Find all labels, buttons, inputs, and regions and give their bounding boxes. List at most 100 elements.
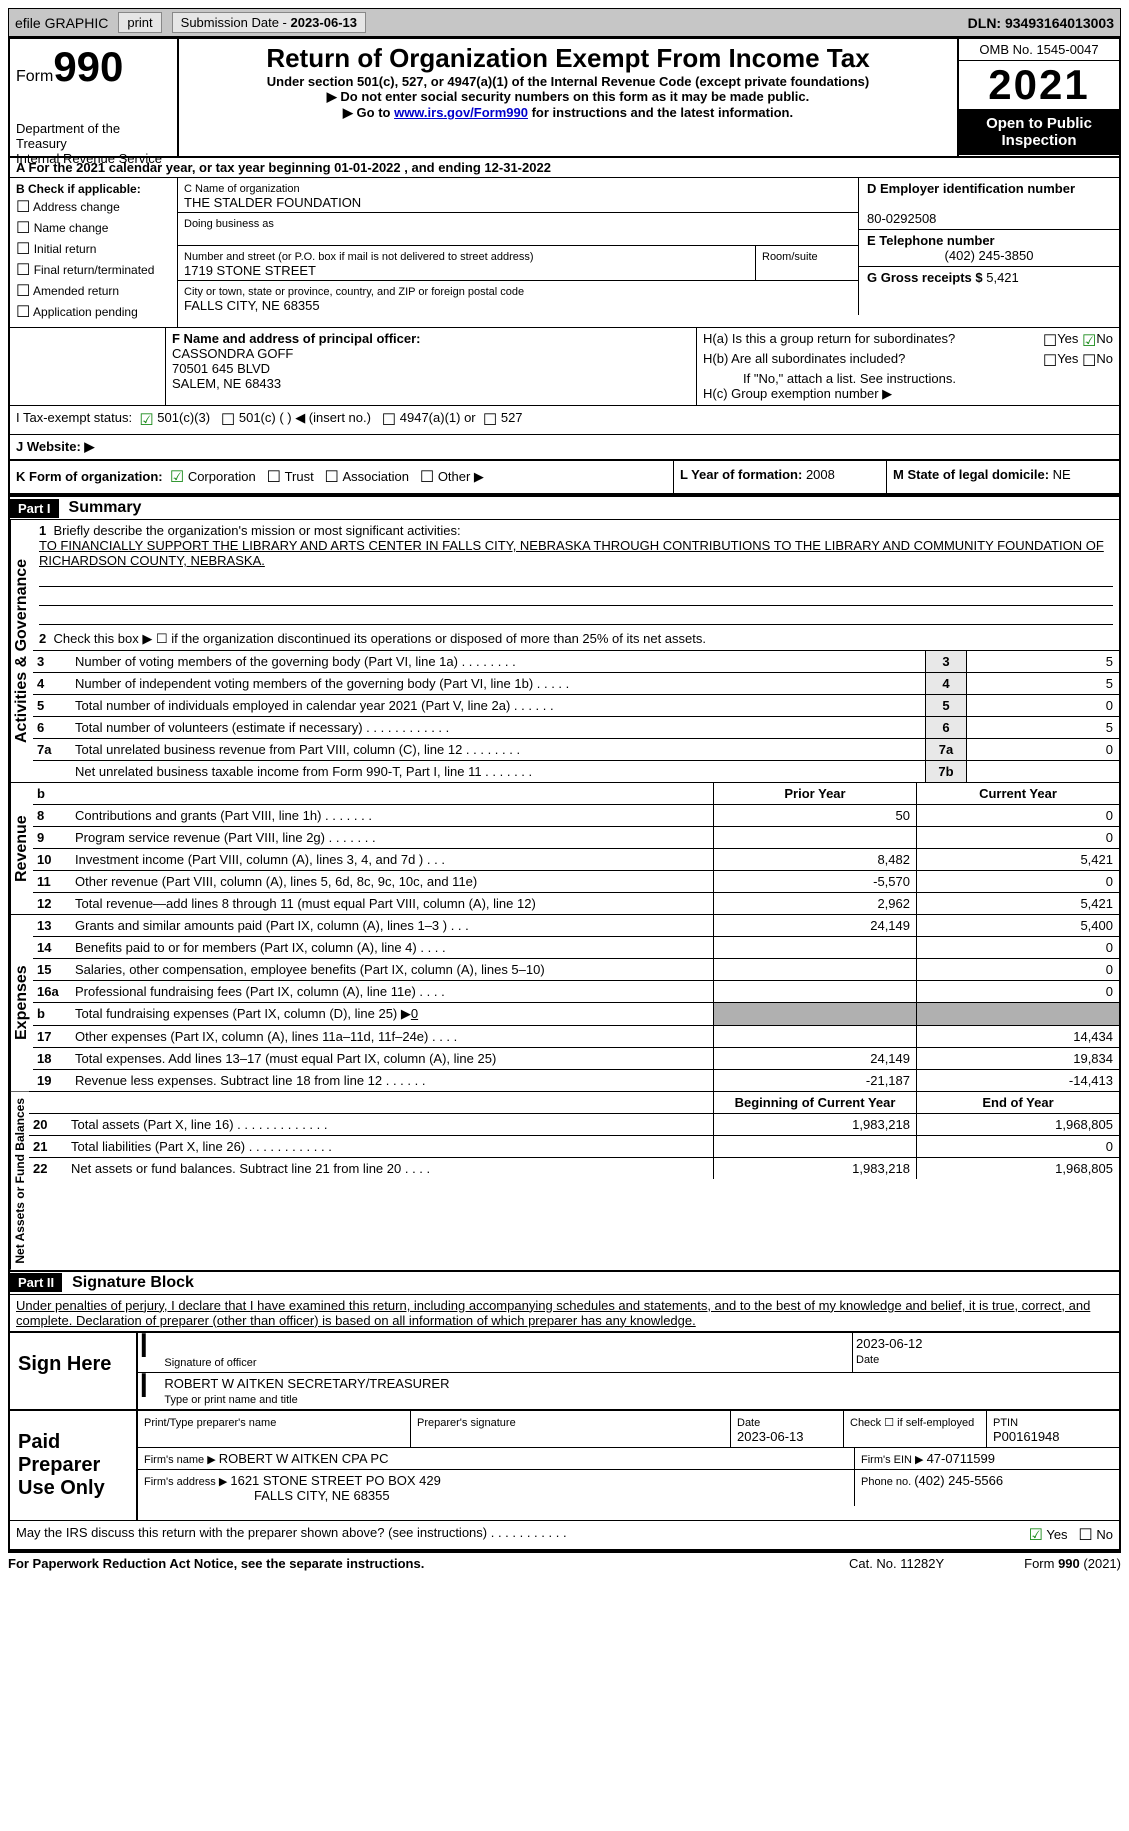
cy-11: 0	[916, 871, 1119, 892]
cb-other[interactable]	[420, 468, 434, 484]
prep-date: 2023-06-13	[737, 1429, 804, 1444]
ptin: P00161948	[993, 1429, 1060, 1444]
section-revenue: Revenue bPrior YearCurrent Year 8Contrib…	[10, 783, 1119, 915]
py-9	[713, 827, 916, 848]
tab-activities: Activities & Governance	[10, 520, 33, 782]
caret-icon: ▎	[138, 1333, 161, 1372]
year-begin: 01-01-2022	[334, 160, 401, 175]
header-right: OMB No. 1545-0047 2021 Open to Public In…	[957, 39, 1119, 156]
cb-amended-return[interactable]: Amended return	[16, 281, 171, 301]
cb-527[interactable]	[483, 410, 497, 430]
cb-corp[interactable]	[170, 468, 184, 484]
cb-trust[interactable]	[267, 468, 281, 484]
cy-13: 5,400	[916, 915, 1119, 936]
form-title: Return of Organization Exempt From Incom…	[189, 43, 947, 74]
section-activities-governance: Activities & Governance 1 Briefly descri…	[10, 520, 1119, 783]
open-to-public: Open to Public Inspection	[959, 109, 1119, 155]
py-19: -21,187	[713, 1070, 916, 1091]
py-8: 50	[713, 805, 916, 826]
cb-initial-return[interactable]: Initial return	[16, 239, 171, 259]
pra-notice: For Paperwork Reduction Act Notice, see …	[8, 1556, 424, 1571]
toolbar: efile GRAPHIC print Submission Date - 20…	[8, 8, 1121, 37]
py-12: 2,962	[713, 893, 916, 914]
val-6: 5	[966, 717, 1119, 738]
org-city: FALLS CITY, NE 68355	[184, 298, 320, 313]
cy-9: 0	[916, 827, 1119, 848]
dept-label: Department of the Treasury	[16, 121, 171, 151]
val-3: 5	[966, 651, 1119, 672]
cb-assoc[interactable]	[325, 468, 339, 484]
caret-icon: ▎	[138, 1373, 161, 1409]
mission-text: TO FINANCIALLY SUPPORT THE LIBRARY AND A…	[39, 538, 1104, 568]
form-990: Form990 Department of the Treasury Inter…	[8, 37, 1121, 1551]
tab-revenue: Revenue	[10, 783, 33, 914]
cb-address-change[interactable]: Address change	[16, 197, 171, 217]
cy-14: 0	[916, 937, 1119, 958]
part-i-header: Part I Summary	[10, 495, 1119, 520]
footer: For Paperwork Reduction Act Notice, see …	[8, 1551, 1121, 1571]
ha-no[interactable]	[1082, 331, 1096, 351]
line-j: J Website: ▶	[10, 435, 1119, 461]
part-ii-header: Part II Signature Block	[10, 1270, 1119, 1295]
officer-addr2: SALEM, NE 68433	[172, 376, 281, 391]
print-button[interactable]: print	[118, 12, 161, 33]
paid-preparer-label: Paid Preparer Use Only	[10, 1411, 136, 1520]
cy-16a: 0	[916, 981, 1119, 1002]
irs-link[interactable]: www.irs.gov/Form990	[394, 105, 528, 120]
cb-name-change[interactable]: Name change	[16, 218, 171, 238]
py-17	[713, 1026, 916, 1047]
firm-ein: 47-0711599	[927, 1451, 995, 1466]
cb-501c3[interactable]	[139, 410, 153, 430]
box-c: C Name of organizationTHE STALDER FOUNDA…	[178, 178, 1119, 327]
tab-expenses: Expenses	[10, 915, 33, 1091]
box-h: H(a) Is this a group return for subordin…	[697, 328, 1119, 405]
eoy-22: 1,968,805	[916, 1158, 1119, 1179]
line-i: I Tax-exempt status: 501(c)(3) 501(c) ( …	[10, 406, 1119, 435]
cb-4947[interactable]	[382, 410, 396, 430]
cb-final-return[interactable]: Final return/terminated	[16, 260, 171, 280]
omb-number: OMB No. 1545-0047	[959, 39, 1119, 61]
line-l: L Year of formation: 2008	[673, 461, 886, 493]
year-end: 12-31-2022	[484, 160, 551, 175]
header-left: Form990 Department of the Treasury Inter…	[10, 39, 179, 156]
py-14	[713, 937, 916, 958]
cy-18: 19,834	[916, 1048, 1119, 1069]
discuss-no[interactable]	[1078, 1526, 1092, 1542]
submission-date-button[interactable]: Submission Date - 2023-06-13	[172, 12, 366, 33]
py-11: -5,570	[713, 871, 916, 892]
form-subtitle: Under section 501(c), 527, or 4947(a)(1)…	[189, 74, 947, 89]
cy-10: 5,421	[916, 849, 1119, 870]
org-street: 1719 STONE STREET	[184, 263, 316, 278]
firm-phone: (402) 245-5566	[914, 1473, 1003, 1488]
section-net-assets: Net Assets or Fund Balances Beginning of…	[10, 1092, 1119, 1270]
cb-501c[interactable]	[221, 410, 235, 430]
cy-17: 14,434	[916, 1026, 1119, 1047]
eoy-21: 0	[916, 1136, 1119, 1157]
discuss-yes[interactable]	[1029, 1526, 1043, 1542]
line-m: M State of legal domicile: NE	[886, 461, 1119, 493]
val-7b	[966, 761, 1119, 782]
cy-19: -14,413	[916, 1070, 1119, 1091]
officer-name: CASSONDRA GOFF	[172, 346, 293, 361]
line-k: K Form of organization: Corporation Trus…	[10, 461, 673, 493]
hb-no[interactable]	[1082, 351, 1096, 371]
ha-yes[interactable]	[1043, 331, 1057, 351]
dln: DLN: 93493164013003	[968, 15, 1114, 31]
firm-addr1: 1621 STONE STREET PO BOX 429	[230, 1473, 441, 1488]
header-center: Return of Organization Exempt From Incom…	[179, 39, 957, 156]
line-a: A For the 2021 calendar year, or tax yea…	[10, 158, 1119, 178]
telephone: (402) 245-3850	[867, 248, 1111, 263]
hb-yes[interactable]	[1043, 351, 1057, 371]
cy-15: 0	[916, 959, 1119, 980]
boy-22: 1,983,218	[713, 1158, 916, 1179]
cb-application-pending[interactable]: Application pending	[16, 302, 171, 322]
org-name: THE STALDER FOUNDATION	[184, 195, 361, 210]
tax-year: 2021	[959, 61, 1119, 109]
py-16a	[713, 981, 916, 1002]
py-10: 8,482	[713, 849, 916, 870]
declaration-text: Under penalties of perjury, I declare th…	[10, 1295, 1119, 1331]
cy-8: 0	[916, 805, 1119, 826]
paid-preparer-block: Paid Preparer Use Only Print/Type prepar…	[10, 1409, 1119, 1520]
ein: 80-0292508	[867, 211, 936, 226]
val-5: 0	[966, 695, 1119, 716]
